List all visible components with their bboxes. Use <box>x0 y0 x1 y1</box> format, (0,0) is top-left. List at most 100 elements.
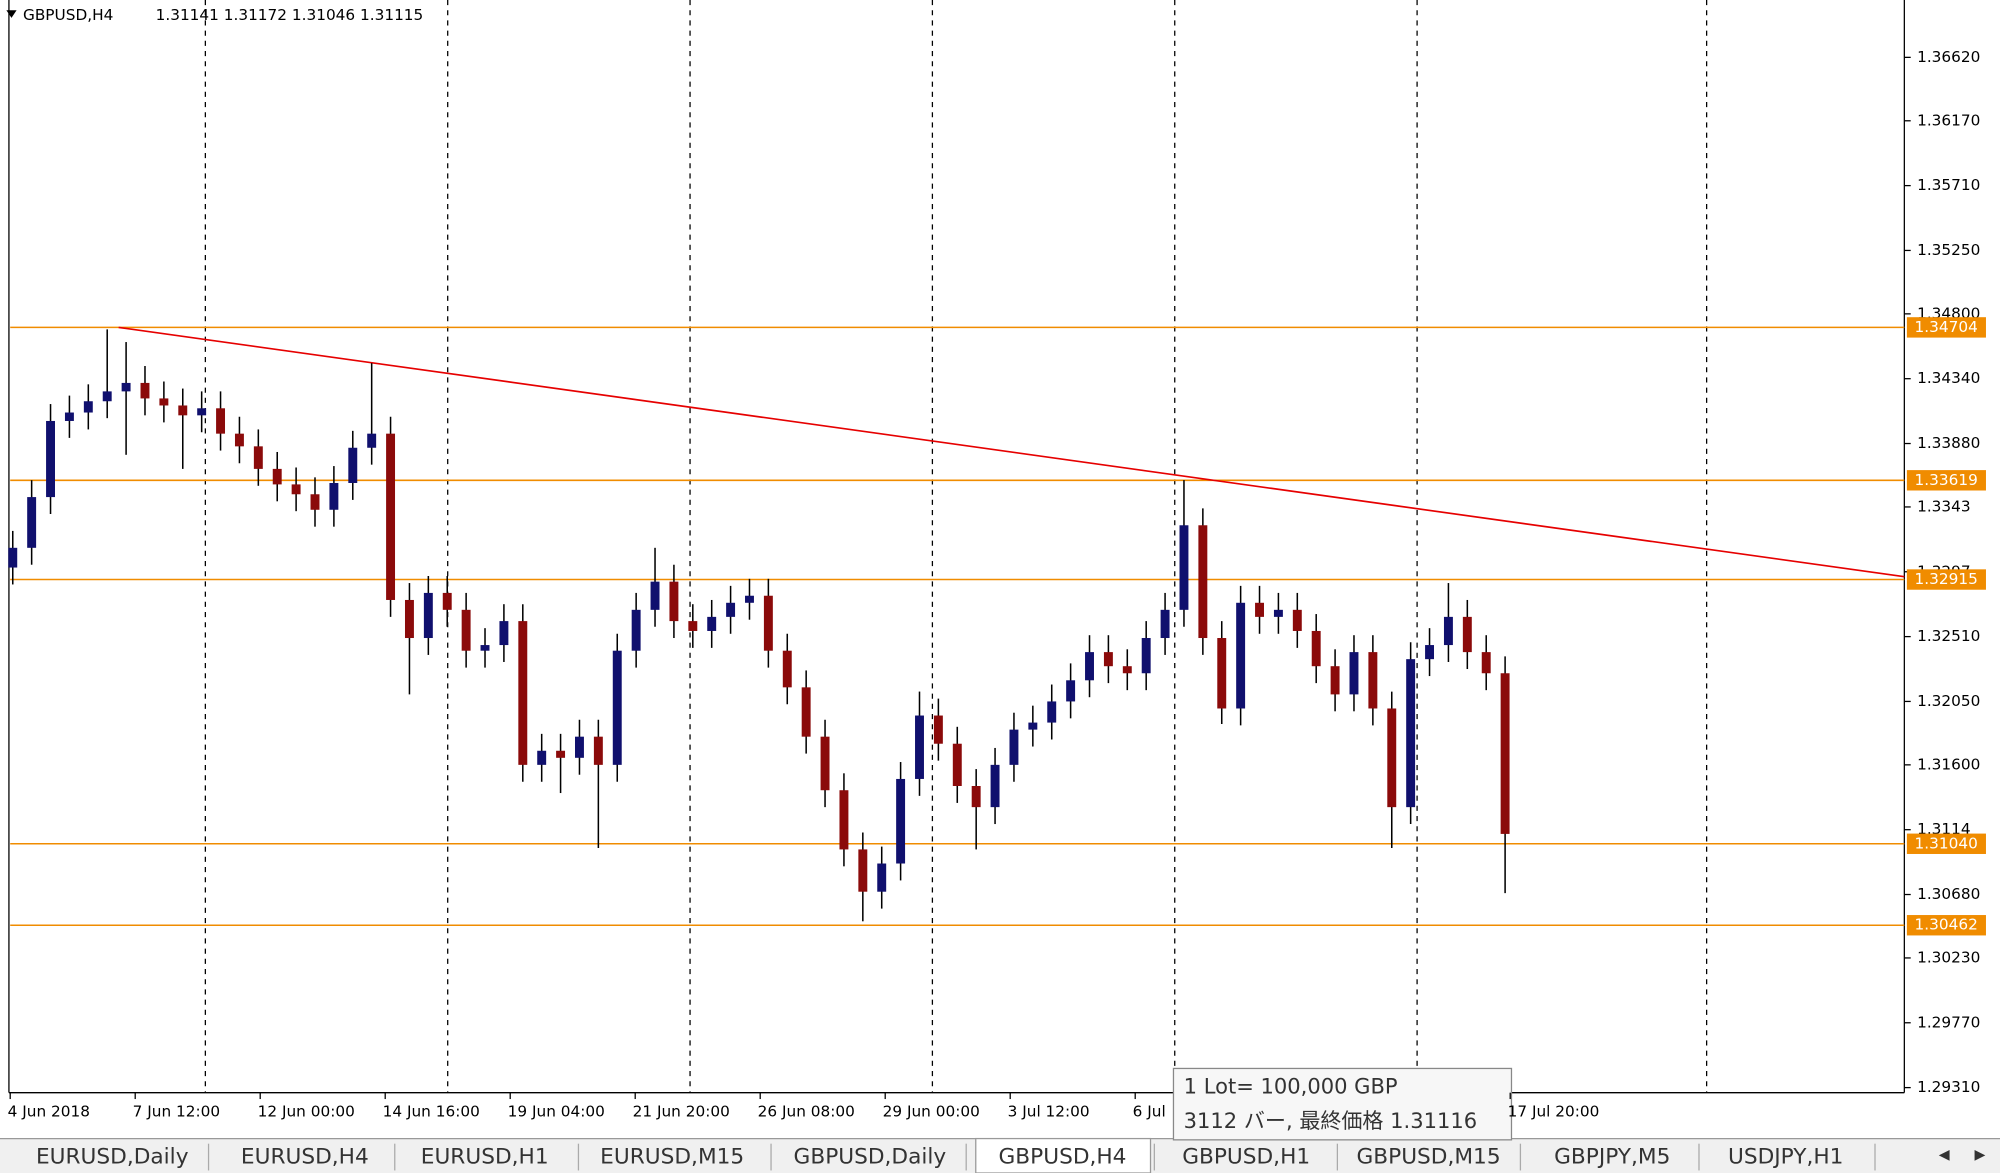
x-tick-label: 6 Jul <box>1133 1102 1166 1120</box>
candle-body <box>896 778 906 864</box>
tab-list: EURUSD,Daily EURUSD,H4 EURUSD,H1 EURUSD,M15… <box>36 1137 1876 1173</box>
candle-body <box>1387 708 1397 808</box>
candle-body <box>480 645 490 651</box>
y-tick-label: 1.35710 <box>1917 176 1980 194</box>
candle-body <box>291 484 301 495</box>
x-tick-label: 19 Jun 04:00 <box>508 1102 605 1120</box>
candle-body <box>1047 701 1057 723</box>
candle-body <box>1217 638 1227 709</box>
level-label: 1.31040 <box>1915 834 1978 852</box>
chart-tab[interactable]: EURUSD,Daily <box>36 1145 189 1170</box>
candle-body <box>102 391 112 402</box>
chart-tab[interactable]: GBPUSD,H4 <box>999 1145 1127 1170</box>
chart-tab[interactable]: USDJPY,H1 <box>1728 1145 1843 1170</box>
candle-body <box>1028 722 1038 730</box>
candle-body <box>27 497 37 548</box>
candle-body <box>556 750 566 758</box>
tooltip-box <box>1172 1067 1513 1141</box>
candle-body <box>933 715 943 744</box>
chart-tab[interactable]: GBPUSD,H1 <box>1182 1145 1310 1170</box>
header-arrow <box>6 10 17 18</box>
candle-body <box>971 785 981 808</box>
candle-body <box>801 687 811 737</box>
y-tick-label: 1.30230 <box>1917 948 1980 966</box>
candle-body <box>1349 652 1359 695</box>
candle-body <box>1160 609 1170 639</box>
chart-tab[interactable]: GBPJPY,M5 <box>1554 1145 1670 1170</box>
candle-body <box>216 408 226 434</box>
candle-body <box>121 382 131 392</box>
candle-body <box>1443 616 1453 646</box>
candle-body <box>1292 609 1302 631</box>
candle-body <box>1462 616 1472 653</box>
tab-scroll-right[interactable]: ▸ <box>1974 1142 1985 1167</box>
candle-body <box>518 621 528 765</box>
x-tick-label: 21 Jun 20:00 <box>633 1102 730 1120</box>
plot <box>8 326 1905 927</box>
tooltip-line: 1 Lot= 100,000 GBP <box>1184 1074 1398 1099</box>
x-tick-label: 14 Jun 16:00 <box>383 1102 480 1120</box>
header-ohlc: 1.31141 1.31172 1.31046 1.31115 <box>156 6 424 24</box>
candle-body <box>234 433 244 447</box>
candle-body <box>83 401 93 413</box>
candle-body <box>1311 630 1321 667</box>
candle-body <box>310 494 320 510</box>
candle-body <box>499 621 509 646</box>
chart-tab[interactable]: GBPUSD,Daily <box>794 1145 947 1170</box>
candle-body <box>1179 525 1189 610</box>
y-tick-label: 1.34340 <box>1917 369 1980 387</box>
y-tick-label: 1.29310 <box>1917 1078 1980 1096</box>
candle-body <box>1500 673 1510 834</box>
y-tick-label: 1.36170 <box>1917 111 1980 129</box>
candle-body <box>423 592 433 639</box>
candle-body <box>1198 525 1208 639</box>
chart-tab[interactable]: EURUSD,H4 <box>241 1145 369 1170</box>
candle-body <box>763 595 773 651</box>
candle-body <box>272 468 282 485</box>
candle-body <box>404 599 414 639</box>
chart-tab[interactable]: EURUSD,M15 <box>600 1145 744 1170</box>
candle-body <box>612 650 622 765</box>
x-tick-label: 26 Jun 08:00 <box>758 1102 855 1120</box>
x-tick-label: 4 Jun 2018 <box>8 1102 90 1120</box>
candle-body <box>1368 652 1378 709</box>
y-tick-label: 1.35250 <box>1917 241 1980 259</box>
tab-scroll-left[interactable]: ◂ <box>1939 1142 1950 1167</box>
candle-body <box>253 446 263 469</box>
candle-body <box>858 849 868 892</box>
candle-body <box>631 609 641 651</box>
x-tick-label: 17 Jul 20:00 <box>1508 1102 1600 1120</box>
tooltip-line: 3112 バー, 最終価格 1.31116 <box>1184 1108 1477 1133</box>
x-tick-label: 12 Jun 00:00 <box>258 1102 355 1120</box>
candle-body <box>1236 602 1246 709</box>
y-tick-label: 1.3343 <box>1917 497 1971 515</box>
candle-body <box>178 405 188 416</box>
candle-body <box>348 447 358 483</box>
trendline <box>118 326 1905 578</box>
candle-body <box>1122 666 1132 674</box>
candle-body <box>745 595 754 603</box>
candle-body <box>915 715 924 779</box>
candle-body <box>159 398 169 406</box>
level-label: 1.32915 <box>1915 570 1978 588</box>
candle-body <box>726 602 736 617</box>
x-tick-label: 3 Jul 12:00 <box>1008 1102 1090 1120</box>
level-label-bg <box>1906 470 1986 491</box>
candle-body <box>688 621 698 631</box>
candle-body <box>8 547 18 568</box>
candle-body <box>782 650 792 688</box>
candle-body <box>64 412 74 421</box>
candle-body <box>329 482 339 510</box>
y-tick-label: 1.29770 <box>1917 1013 1980 1031</box>
candle-body <box>669 581 679 622</box>
chart-tab[interactable]: EURUSD,H1 <box>421 1145 549 1170</box>
y-tick-label: 1.32510 <box>1917 627 1980 645</box>
candle-body <box>1009 729 1019 765</box>
y-tick-label: 1.33880 <box>1917 434 1980 452</box>
chart-tab[interactable]: GBPUSD,M15 <box>1357 1145 1501 1170</box>
candle-body <box>46 420 56 498</box>
candle-body <box>1141 638 1151 674</box>
candle-body <box>1103 652 1113 667</box>
